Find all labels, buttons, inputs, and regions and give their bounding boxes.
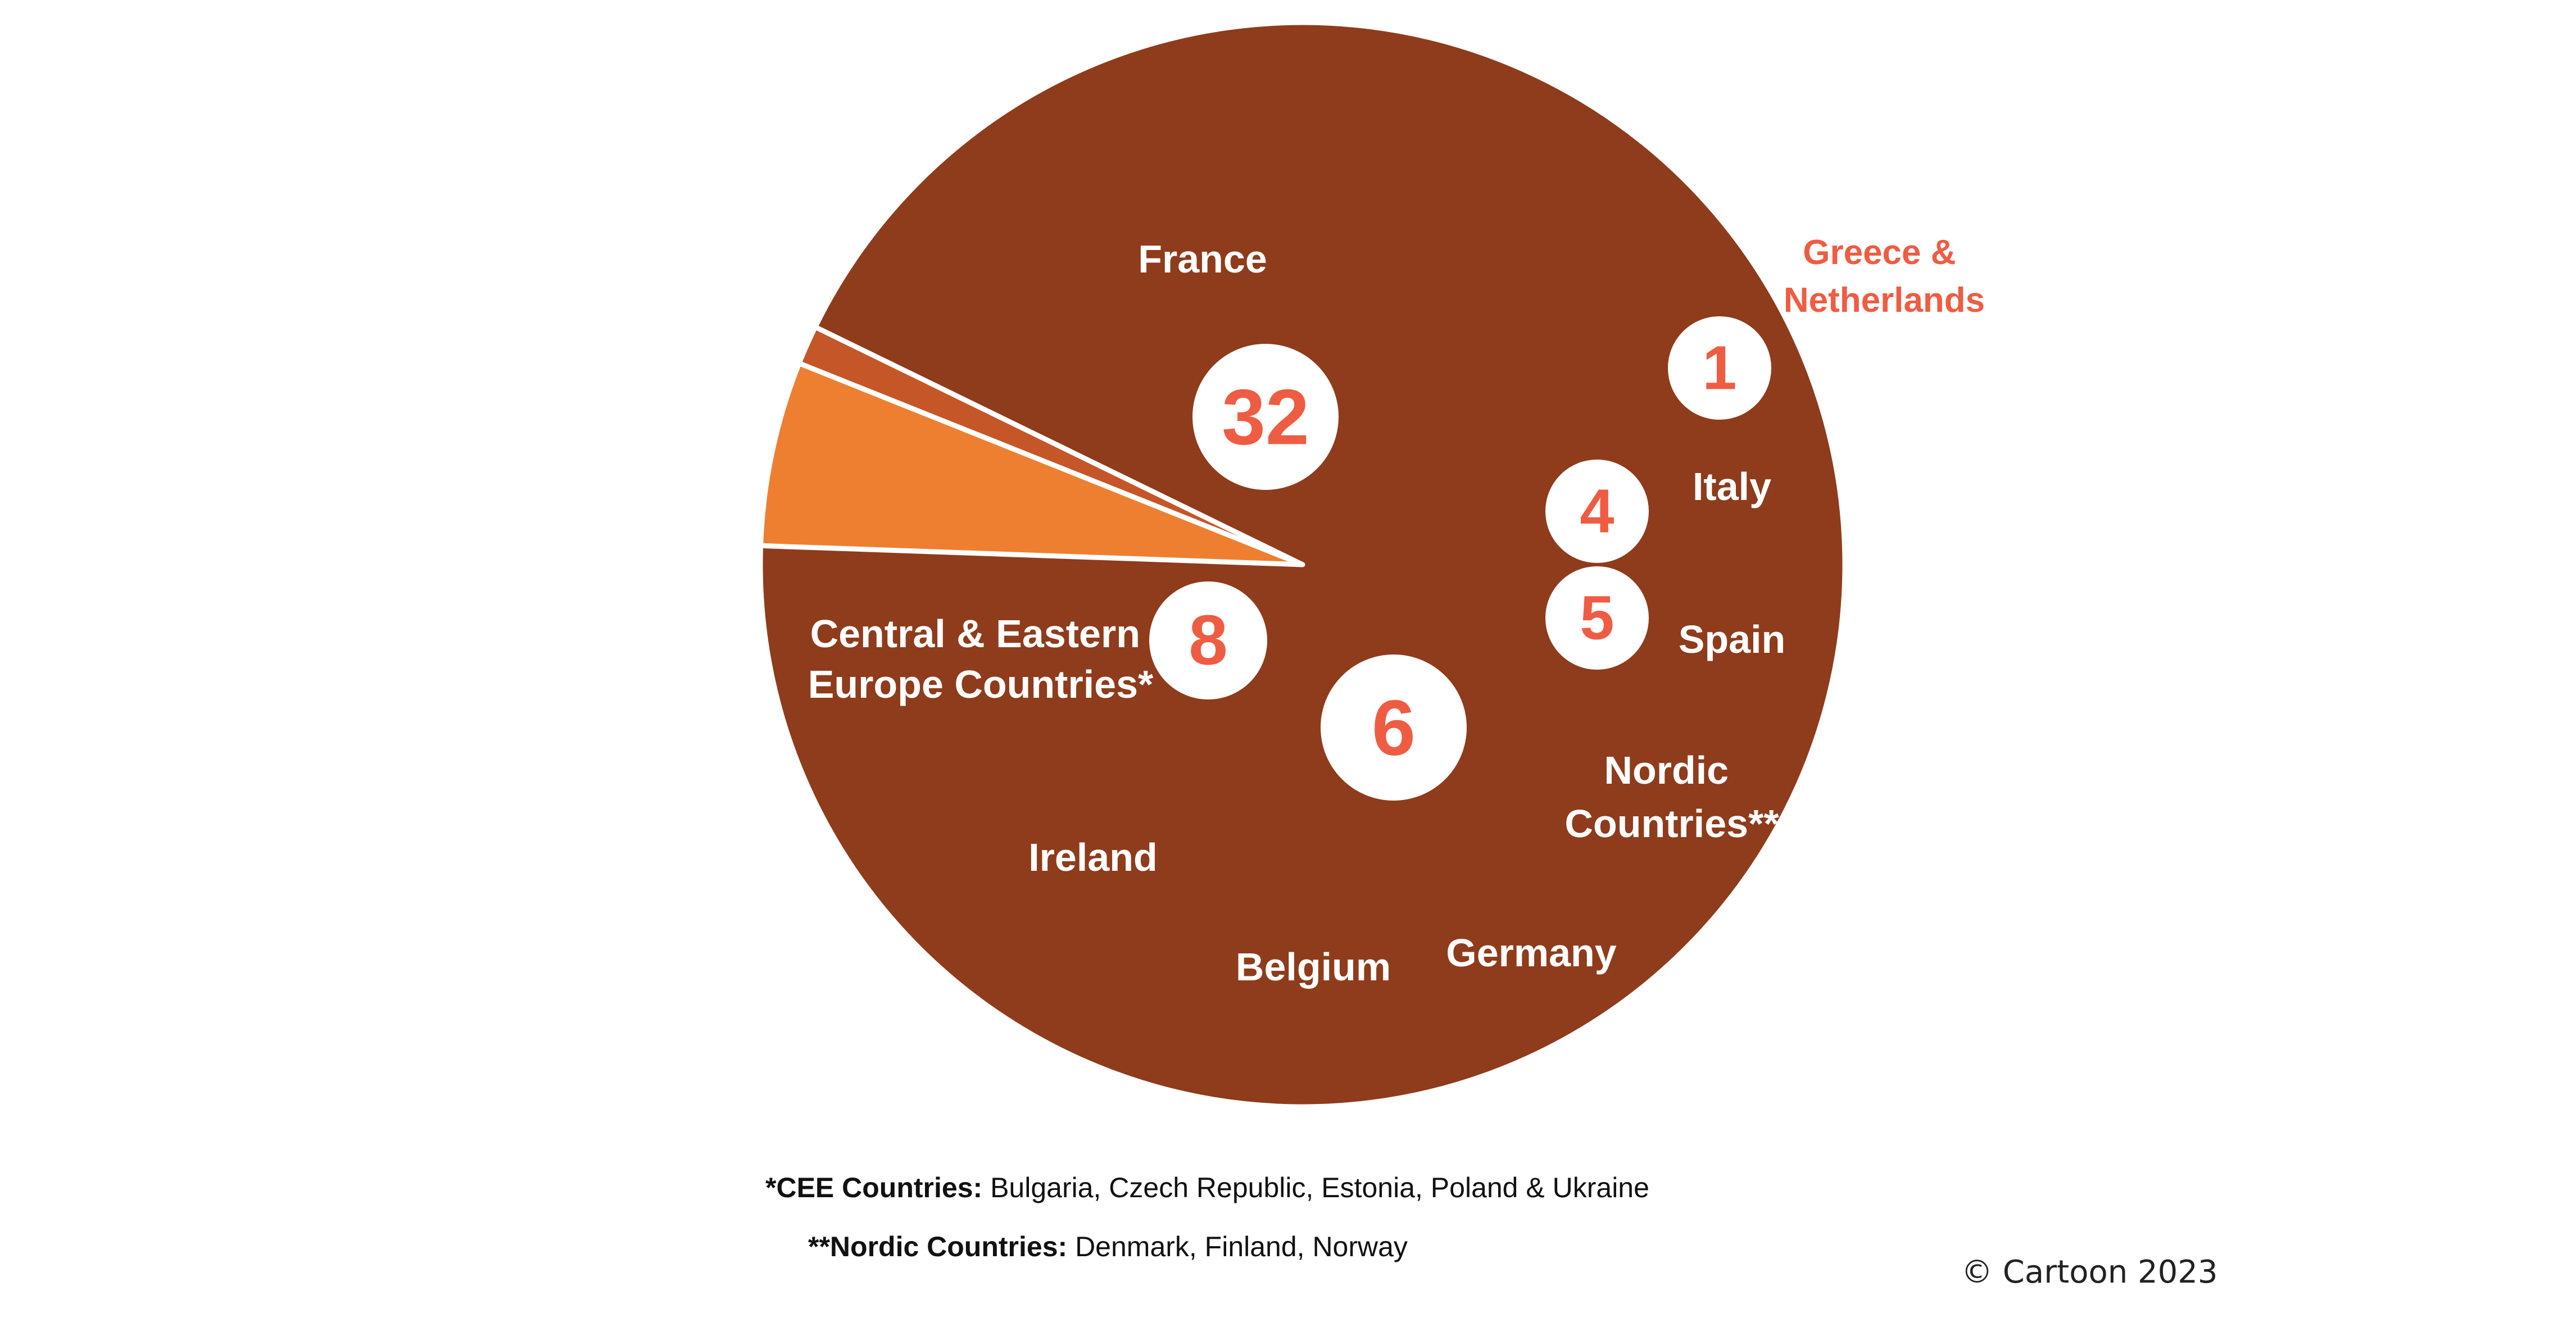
- label-italy: Italy: [1693, 465, 1771, 508]
- copyright: © Cartoon 2023: [1961, 1254, 2218, 1290]
- label-germany: Germany: [1446, 931, 1617, 975]
- footnote-nordic: **Nordic Countries: Denmark, Finland, No…: [808, 1230, 1408, 1263]
- svg-text:32: 32: [1222, 373, 1309, 461]
- footnote-cee-text: Bulgaria, Czech Republic, Estonia, Polan…: [982, 1172, 1649, 1203]
- label-nordic: Nordic Countries**: [1564, 748, 1779, 846]
- badge-germany: 6: [1321, 655, 1467, 801]
- badge-greece: 1: [1668, 316, 1771, 420]
- svg-text:1: 1: [1702, 334, 1736, 403]
- svg-text:4: 4: [1580, 477, 1614, 546]
- label-greece-netherlands: Greece & Netherlands: [1784, 233, 1985, 320]
- footnote-cee-bold: *CEE Countries:: [765, 1172, 983, 1203]
- label-france: France: [1138, 237, 1267, 281]
- svg-text:6: 6: [1372, 684, 1416, 772]
- value-badges: 32 8 6 5 4 1: [1149, 316, 1771, 801]
- pie-slice-greece: [758, 20, 1848, 1110]
- badge-france: 32: [1192, 344, 1339, 490]
- footnote-nordic-bold: **Nordic Countries:: [808, 1231, 1068, 1262]
- footnote-cee: *CEE Countries: Bulgaria, Czech Republic…: [765, 1171, 1649, 1204]
- badge-cee: 8: [1149, 581, 1267, 699]
- svg-text:8: 8: [1189, 602, 1228, 680]
- slice-labels: France Central & Eastern Europe Countrie…: [808, 233, 1985, 989]
- badge-spain: 5: [1545, 566, 1649, 670]
- badge-italy: 4: [1545, 460, 1649, 563]
- svg-text:5: 5: [1580, 584, 1614, 653]
- footnote-nordic-text: Denmark, Finland, Norway: [1067, 1231, 1408, 1262]
- label-cee: Central & Eastern Europe Countries*: [808, 612, 1154, 706]
- pie-slices: [758, 20, 1848, 1110]
- label-spain: Spain: [1679, 617, 1786, 661]
- label-ireland: Ireland: [1028, 835, 1158, 879]
- label-belgium: Belgium: [1236, 945, 1391, 989]
